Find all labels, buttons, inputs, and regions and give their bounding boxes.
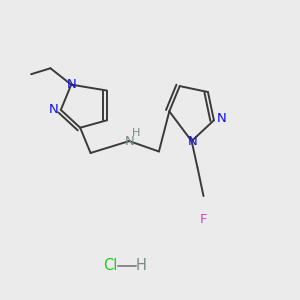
- Text: F: F: [200, 213, 207, 226]
- Text: N: N: [124, 135, 134, 148]
- Text: Cl: Cl: [103, 258, 117, 273]
- Text: N: N: [66, 78, 76, 91]
- Text: N: N: [188, 135, 198, 148]
- Text: H: H: [131, 128, 140, 138]
- Text: N: N: [49, 103, 58, 116]
- Text: N: N: [217, 112, 226, 125]
- Text: H: H: [136, 258, 146, 273]
